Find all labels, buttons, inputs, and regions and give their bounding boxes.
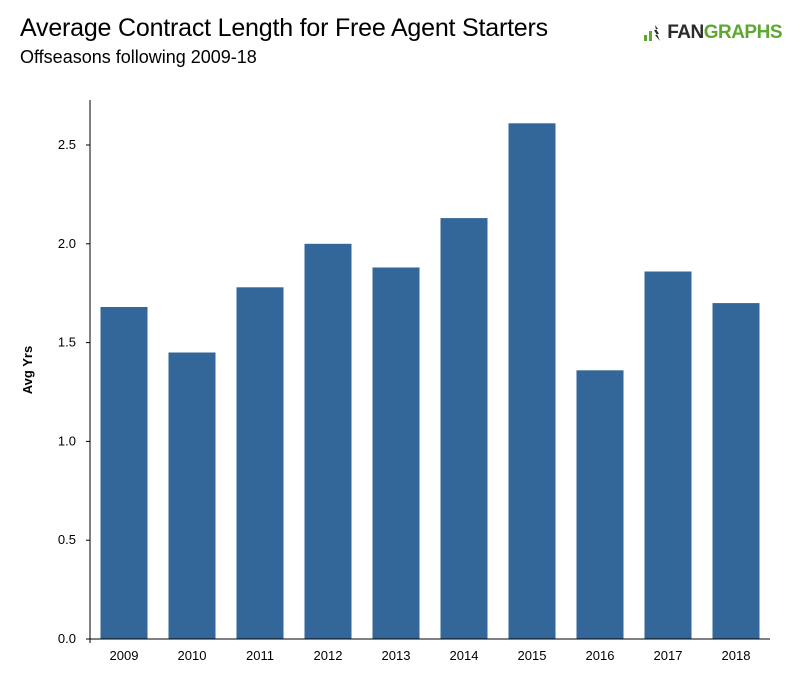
- y-tick-label-0.5: 0.5: [58, 532, 76, 547]
- bars-group: [100, 123, 760, 640]
- x-tick-label-2013: 2013: [382, 648, 411, 663]
- brand-suffix: GRAPHS: [703, 22, 783, 43]
- bar-2016: [576, 370, 624, 639]
- x-tick-label-2015: 2015: [518, 648, 547, 663]
- bar-2011: [236, 287, 284, 639]
- y-tick-label-0.0: 0.0: [58, 631, 76, 646]
- y-tick-label-2.5: 2.5: [58, 137, 76, 152]
- y-tick-label-2.0: 2.0: [58, 236, 76, 251]
- bar-2009: [100, 307, 148, 639]
- y-tick-label-1.0: 1.0: [58, 433, 76, 448]
- y-tick-label-1.5: 1.5: [58, 335, 76, 350]
- bar-2017: [644, 271, 692, 639]
- fangraphs-logo: FAN GRAPHS: [643, 22, 783, 44]
- x-tick-label-2011: 2011: [246, 648, 274, 663]
- x-tick-label-2014: 2014: [450, 648, 479, 663]
- chart-subtitle: Offseasons following 2009-18: [20, 47, 257, 67]
- fangraphs-logo-icon: [644, 25, 661, 41]
- x-tick-label-2017: 2017: [654, 648, 683, 663]
- bar-2012: [304, 243, 352, 640]
- x-tick-label-2016: 2016: [586, 648, 615, 663]
- x-tick-label-2012: 2012: [314, 648, 343, 663]
- x-tick-label-2010: 2010: [178, 648, 207, 663]
- bar-2018: [712, 303, 760, 639]
- bar-2013: [372, 267, 420, 639]
- bar-2015: [508, 123, 556, 640]
- axes-group: 2009 2010 2011 2012 2013 2014 2015 2016 2017 2018…: [58, 100, 770, 663]
- bar-2014: [440, 218, 488, 639]
- y-axis-label: Avg Yrs: [20, 346, 35, 394]
- x-tick-label-2009: 2009: [110, 648, 139, 663]
- bar-2010: [168, 352, 216, 639]
- brand-prefix: FAN: [667, 22, 704, 43]
- x-tick-label-2018: 2018: [722, 648, 751, 663]
- chart-title: Average Contract Length for Free Agent S…: [20, 14, 548, 42]
